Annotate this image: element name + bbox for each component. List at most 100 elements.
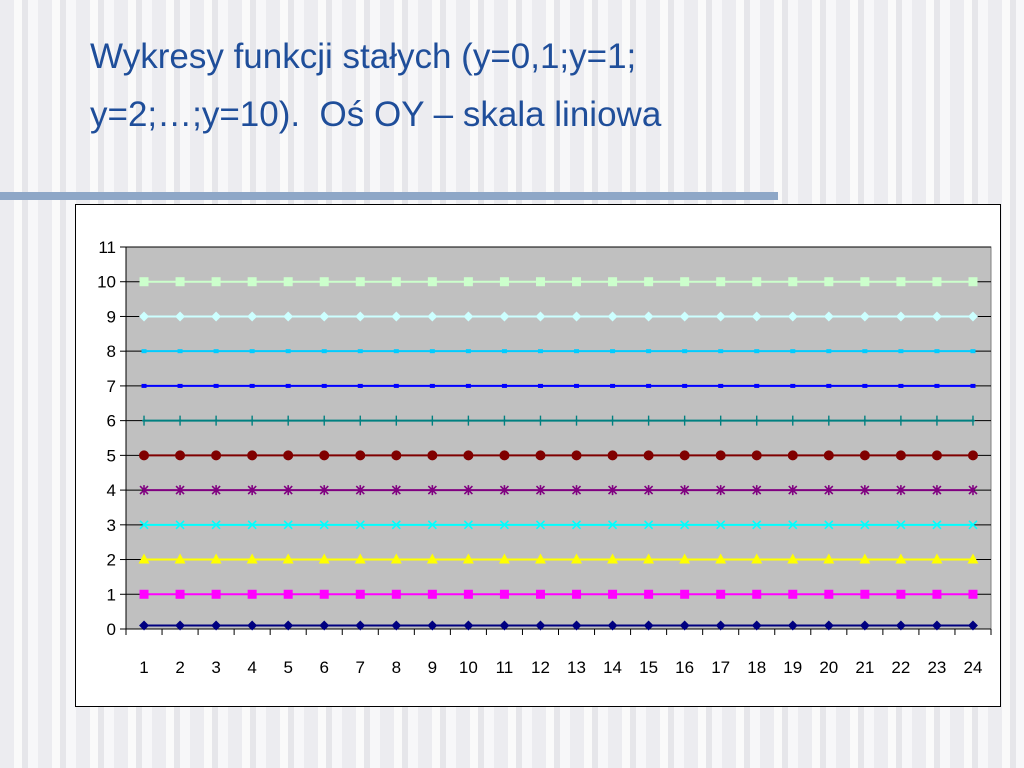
data-point: [139, 450, 150, 461]
data-point: [463, 589, 473, 599]
x-tick-label: 9: [428, 658, 437, 677]
plot-area: [125, 246, 992, 630]
data-point: [931, 450, 942, 461]
data-point: [644, 520, 654, 530]
data-point: [862, 383, 868, 388]
data-point: [247, 450, 258, 461]
data-point: [824, 485, 834, 496]
y-tick-label: 6: [107, 412, 116, 431]
data-point: [932, 520, 942, 530]
data-point: [318, 553, 330, 564]
data-point: [607, 450, 618, 461]
data-point: [499, 485, 510, 496]
data-point: [607, 553, 619, 564]
series-5: [139, 450, 978, 461]
data-point: [354, 553, 366, 564]
data-point: [718, 415, 723, 426]
data-point: [427, 520, 437, 530]
data-point: [535, 450, 546, 461]
x-tick-label: 17: [711, 658, 730, 677]
x-tick-label: 23: [927, 658, 946, 677]
data-point: [787, 553, 799, 564]
data-point: [574, 415, 579, 426]
chart-frame: 0 1 2 3 4 5 6 7 8 9 10 11 1 2 3 4 5 6 7 8 9 10 11 12 13 14 15 16 17…: [75, 204, 1001, 707]
data-point: [429, 349, 435, 354]
x-tick-label: 2: [175, 658, 184, 677]
x-tick-label: 21: [855, 658, 874, 677]
data-point: [715, 450, 726, 461]
data-point: [175, 450, 186, 461]
data-point: [249, 349, 255, 354]
data-point: [680, 520, 690, 530]
data-point: [571, 450, 582, 461]
data-point: [571, 311, 582, 322]
y-tick-label: 2: [107, 551, 116, 570]
data-point: [679, 311, 690, 322]
x-tick-label: 18: [747, 658, 766, 677]
data-point: [787, 620, 798, 631]
data-point: [610, 349, 616, 354]
data-point: [859, 620, 870, 631]
data-point: [175, 485, 185, 496]
data-point: [823, 450, 834, 461]
data-point: [572, 589, 582, 599]
data-point: [607, 311, 618, 322]
data-point: [283, 620, 294, 631]
data-point: [394, 415, 399, 426]
data-point: [535, 520, 546, 530]
data-point: [682, 383, 688, 388]
data-point: [968, 485, 978, 496]
data-point: [788, 520, 798, 530]
data-point: [141, 349, 147, 354]
x-tick-label: 16: [675, 658, 694, 677]
data-point: [571, 620, 582, 631]
data-point: [859, 553, 871, 564]
data-point: [643, 620, 654, 631]
x-tick-label: 19: [783, 658, 802, 677]
data-point: [895, 553, 907, 564]
data-point: [463, 520, 473, 530]
x-tick-label: 7: [356, 658, 365, 677]
data-point: [319, 589, 329, 599]
y-tick-label: 3: [107, 516, 116, 535]
data-point: [682, 349, 688, 354]
data-point: [754, 383, 760, 388]
data-point: [355, 520, 365, 530]
data-point: [213, 383, 219, 388]
data-point: [934, 349, 940, 354]
data-point: [862, 349, 868, 354]
x-tick-label: 22: [891, 658, 910, 677]
data-point: [499, 311, 510, 322]
data-point: [931, 311, 942, 322]
x-tick-label: 11: [496, 658, 514, 677]
data-point: [175, 620, 186, 631]
data-point: [319, 311, 330, 322]
data-point: [898, 415, 903, 426]
data-point: [787, 450, 798, 461]
data-point: [501, 383, 507, 388]
data-point: [574, 349, 580, 354]
data-point: [213, 349, 219, 354]
data-point: [391, 520, 401, 530]
data-point: [970, 349, 976, 354]
data-point: [211, 311, 222, 322]
data-point: [247, 311, 258, 322]
data-point: [790, 349, 796, 354]
x-tick-label: 6: [319, 658, 328, 677]
data-point: [429, 383, 435, 388]
data-point: [391, 589, 401, 599]
data-point: [321, 383, 327, 388]
data-point: [788, 589, 798, 599]
data-point: [716, 520, 726, 530]
data-point: [141, 383, 147, 388]
series-1: [139, 589, 978, 599]
data-point: [283, 589, 293, 599]
series-10: [139, 277, 978, 287]
series-3: [139, 520, 978, 530]
data-point: [934, 415, 939, 426]
data-point: [751, 450, 762, 461]
data-point: [319, 520, 329, 530]
data-point: [319, 450, 330, 461]
data-point: [211, 485, 221, 496]
